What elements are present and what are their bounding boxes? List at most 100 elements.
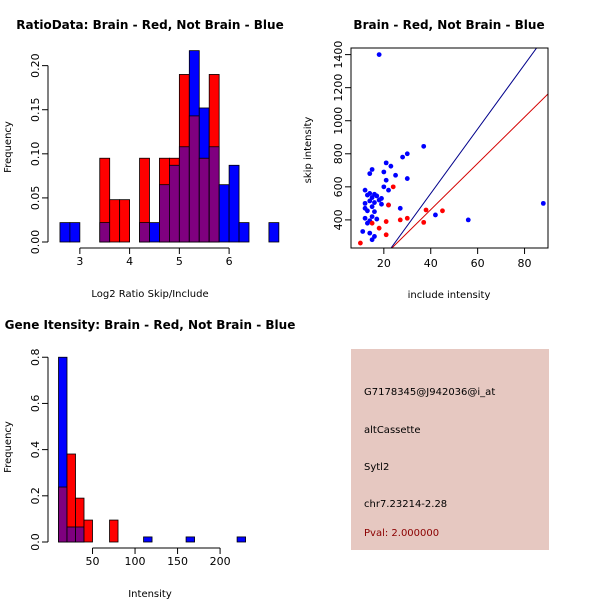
brain-point bbox=[440, 208, 445, 214]
not-brain-point bbox=[404, 176, 410, 181]
not-brain-point bbox=[369, 204, 375, 210]
ratio-histogram-axes: 0.00 0.05 0.10 0.15 0.20 3 4 5 6 bbox=[29, 53, 233, 268]
brain-point bbox=[404, 215, 410, 221]
ratio-bar-not-brain bbox=[228, 164, 240, 243]
gene-bar-not-brain bbox=[143, 536, 153, 543]
gene-y-tick-label: 0.4 bbox=[29, 441, 42, 459]
brain-point bbox=[383, 232, 389, 238]
ratio-bar-overlap bbox=[178, 146, 190, 243]
ratio-bar-overlap bbox=[159, 184, 170, 243]
not-brain-point bbox=[374, 193, 380, 199]
not-brain-point bbox=[397, 205, 403, 211]
not-brain-point bbox=[433, 212, 438, 218]
not-brain-fit-line bbox=[390, 48, 538, 248]
not-brain-point bbox=[362, 215, 368, 221]
scatter-y-tick-label: 1400 bbox=[332, 41, 345, 69]
brain-point bbox=[423, 207, 429, 213]
not-brain-point bbox=[376, 52, 382, 58]
gene-x-tick-label: 50 bbox=[86, 555, 100, 568]
ratio-histogram-title: RatioData: Brain - Red, Not Brain - Blue bbox=[16, 18, 283, 32]
intensity-scatter-panel: Brain - Red, Not Brain - Blue 20 40 60 80 40… bbox=[303, 18, 549, 301]
brain-fit-line bbox=[391, 93, 548, 248]
gene-x-tick-label: 150 bbox=[167, 555, 188, 568]
gene-histogram-axes: 0.0 0.2 0.4 0.6 0.8 50 100 150 200 bbox=[29, 348, 231, 568]
gene-histogram-bars bbox=[58, 356, 246, 543]
gene-name-text: Sytl2 bbox=[364, 462, 389, 473]
scatter-y-tick-label: 1200 bbox=[332, 74, 345, 102]
not-brain-point bbox=[367, 171, 373, 177]
scatter-y-tick-label: 400 bbox=[332, 209, 345, 230]
gene-histogram-title: Gene Itensity: Brain - Red, Not Brain - … bbox=[5, 318, 296, 332]
ratio-bar-overlap bbox=[198, 157, 210, 243]
gene-bar-brain bbox=[109, 519, 119, 543]
scatter-x-tick-label: 40 bbox=[424, 257, 438, 270]
brain-point bbox=[397, 217, 403, 223]
ratio-bar-not-brain bbox=[218, 184, 230, 243]
ratio-y-tick-label: 0.15 bbox=[29, 97, 42, 122]
ratio-bar-overlap bbox=[99, 222, 111, 243]
not-brain-point bbox=[381, 169, 387, 175]
gene-intensity-histogram-panel: Gene Itensity: Brain - Red, Not Brain - … bbox=[3, 318, 295, 600]
not-brain-point bbox=[383, 160, 389, 166]
ratio-x-tick-label: 5 bbox=[176, 255, 183, 268]
brain-point bbox=[421, 219, 427, 225]
not-brain-point bbox=[362, 200, 368, 206]
scatter-plot-frame bbox=[350, 47, 549, 249]
scatter-x-tick-label: 80 bbox=[518, 257, 532, 270]
ratio-bar-overlap bbox=[188, 115, 200, 243]
ratio-bar-not-brain bbox=[69, 222, 81, 243]
not-brain-point bbox=[376, 197, 382, 203]
gene-bar-overlap bbox=[66, 526, 76, 543]
gene-bar-overlap bbox=[58, 486, 68, 543]
not-brain-point bbox=[369, 237, 375, 243]
gene-bar-not-brain bbox=[185, 536, 195, 543]
ratio-x-tick-label: 4 bbox=[126, 255, 133, 268]
not-brain-point bbox=[365, 220, 370, 226]
info-panel-background bbox=[351, 349, 549, 550]
gene-histogram-ylabel: Frequency bbox=[3, 421, 14, 473]
scatter-x-tick-label: 20 bbox=[377, 257, 391, 270]
location-text: chr7.23214-2.28 bbox=[364, 499, 447, 510]
gene-bar-brain bbox=[83, 519, 93, 543]
probe-id-text: G7178345@J942036@i_at bbox=[364, 387, 495, 398]
scatter-ylabel: skip intensity bbox=[303, 117, 314, 184]
ratio-y-tick-label: 0.10 bbox=[29, 142, 42, 167]
not-brain-point bbox=[465, 217, 471, 223]
gene-bar-not-brain bbox=[236, 536, 246, 543]
brain-point bbox=[357, 240, 363, 246]
ratio-x-tick-label: 3 bbox=[76, 255, 83, 268]
ratio-x-tick-label: 6 bbox=[226, 255, 233, 268]
not-brain-point bbox=[367, 230, 373, 236]
ratio-bar-not-brain bbox=[59, 222, 71, 243]
not-brain-point bbox=[365, 208, 370, 214]
brain-point bbox=[386, 202, 391, 208]
gene-x-tick-label: 200 bbox=[210, 555, 231, 568]
not-brain-point bbox=[386, 187, 391, 193]
scatter-xlabel: include intensity bbox=[408, 290, 491, 301]
scatter-y-tick-label: 1000 bbox=[332, 107, 345, 135]
event-type-text: altCassette bbox=[364, 425, 421, 436]
ratio-histogram-ylabel: Frequency bbox=[3, 121, 14, 173]
pval-text: Pval: 2.000000 bbox=[364, 528, 439, 539]
ratio-bar-not-brain bbox=[149, 222, 160, 243]
not-brain-point bbox=[374, 216, 380, 222]
scatter-points bbox=[357, 52, 546, 246]
scatter-axes: 20 40 60 80 400 600 800 1000 1200 1400 bbox=[332, 41, 532, 270]
gene-histogram-xlabel: Intensity bbox=[128, 589, 172, 600]
not-brain-point bbox=[369, 214, 375, 219]
ratio-bar-not-brain bbox=[238, 222, 250, 243]
gene-y-tick-label: 0.0 bbox=[29, 533, 42, 551]
brain-point bbox=[383, 219, 389, 224]
ratio-bar-not-brain bbox=[268, 222, 280, 243]
ratio-histogram-xlabel: Log2 Ratio Skip/Include bbox=[91, 289, 208, 300]
not-brain-point bbox=[421, 143, 427, 149]
gene-y-tick-label: 0.2 bbox=[29, 487, 42, 505]
not-brain-point bbox=[379, 201, 384, 207]
not-brain-point bbox=[400, 154, 405, 160]
scatter-y-tick-label: 600 bbox=[332, 176, 345, 197]
ratio-bar-brain bbox=[119, 199, 131, 243]
scatter-title: Brain - Red, Not Brain - Blue bbox=[353, 18, 544, 32]
gene-bar-overlap bbox=[75, 526, 85, 543]
not-brain-point bbox=[404, 151, 410, 157]
scatter-x-tick-label: 60 bbox=[471, 257, 485, 270]
